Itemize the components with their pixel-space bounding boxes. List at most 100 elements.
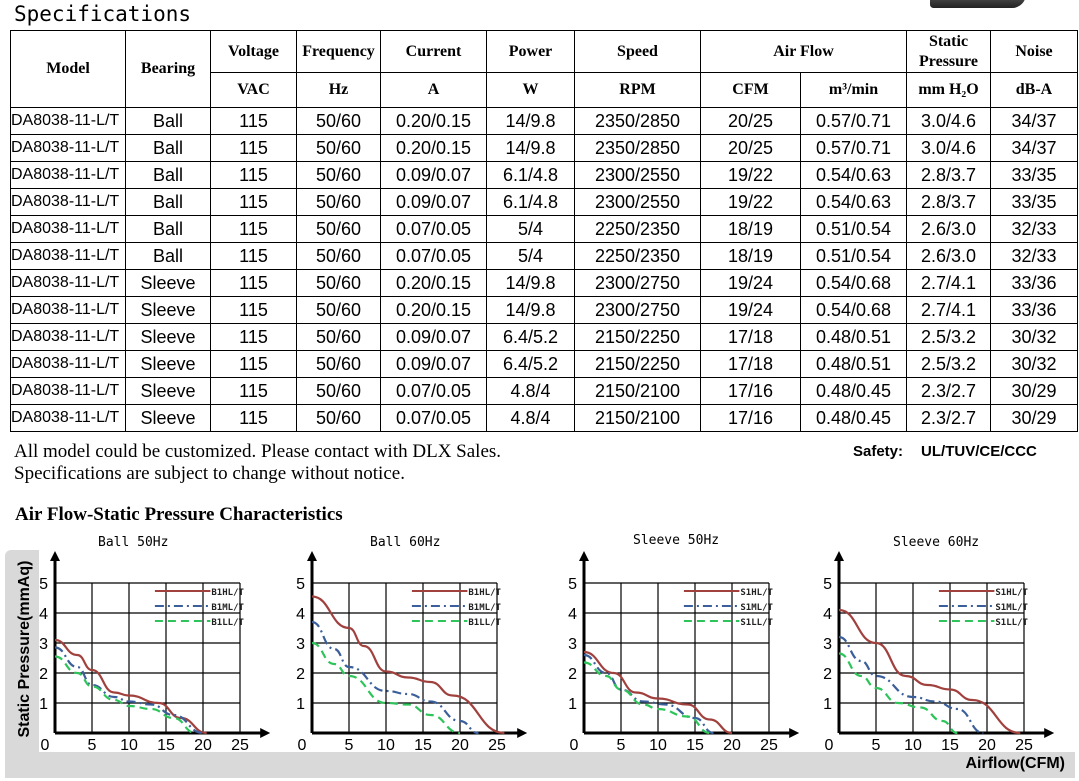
table-cell: Ball xyxy=(125,215,211,243)
y-tick-label: 3 xyxy=(296,636,305,653)
table-cell: 2.7/4.1 xyxy=(906,269,991,297)
legend-label: S1LL/T xyxy=(740,618,773,628)
table-cell: 14/9.8 xyxy=(486,134,575,162)
table-cell: 2250/2350 xyxy=(574,242,701,270)
x-tick-label: 5 xyxy=(617,737,626,754)
chart-title: Ball 50Hz xyxy=(98,535,169,550)
note-customize: All model could be customized. Please co… xyxy=(14,441,502,462)
x-tick-label: 0 xyxy=(570,737,579,754)
table-cell: DA8038-11-L/T xyxy=(10,350,126,378)
table-cell: 33/35 xyxy=(990,188,1078,216)
table-row: DA8038-11-L/T Sleeve 115 50/60 0.07/0.05 4.8/… xyxy=(10,404,1078,432)
series-line-s1ll-t xyxy=(838,652,958,735)
x-tick-label: 0 xyxy=(298,737,307,754)
table-cell: Sleeve xyxy=(125,377,211,405)
x-tick-label: 15 xyxy=(157,737,175,754)
table-cell: 0.54/0.68 xyxy=(800,296,907,324)
x-axis-arrow xyxy=(1044,728,1055,738)
table-cell: 3.0/4.6 xyxy=(906,134,991,162)
x-tick-label: 20 xyxy=(978,737,996,754)
table-cell: 115 xyxy=(210,161,297,189)
table-cell: 115 xyxy=(210,107,297,135)
table-cell: 17/18 xyxy=(700,323,801,351)
series-line-s1hl-t xyxy=(583,650,733,735)
header-power: Power xyxy=(486,30,575,73)
table-cell: 18/19 xyxy=(700,215,801,243)
table-row: DA8038-11-L/T Sleeve 115 50/60 0.07/0.05 4.8/… xyxy=(10,377,1078,405)
safety-value: UL/TUV/CE/CCC xyxy=(921,443,1037,460)
table-cell: 33/36 xyxy=(990,296,1078,324)
series-line-b1ml-t xyxy=(54,646,204,735)
table-cell: DA8038-11-L/T xyxy=(10,269,126,297)
table-cell: 30/29 xyxy=(990,404,1078,432)
xlabel-band xyxy=(5,752,1075,778)
table-cell: 0.07/0.05 xyxy=(380,404,487,432)
legend-label: B1LL/T xyxy=(211,618,244,628)
table-cell: 0.57/0.71 xyxy=(800,107,907,135)
x-axis-arrow xyxy=(789,728,800,738)
table-cell: 14/9.8 xyxy=(486,296,575,324)
table-cell: DA8038-11-L/T xyxy=(10,107,126,135)
y-tick-label: 3 xyxy=(823,636,832,653)
series-line-b1ml-t xyxy=(311,620,479,735)
table-cell: 18/19 xyxy=(700,242,801,270)
x-tick-label: 10 xyxy=(649,737,667,754)
table-row: DA8038-11-L/T Ball 115 50/60 0.07/0.05 5/4 225… xyxy=(10,215,1078,243)
x-tick-label: 10 xyxy=(120,737,138,754)
legend-label: B1ML/T xyxy=(468,603,501,613)
x-tick-label: 5 xyxy=(872,737,881,754)
unit-header: RPM xyxy=(574,72,701,108)
table-cell: Ball xyxy=(125,107,211,135)
unit-header: W xyxy=(486,72,575,108)
table-cell: 2300/2750 xyxy=(574,269,701,297)
y-axis-arrow xyxy=(579,551,589,561)
unit-header: CFM xyxy=(700,72,801,108)
table-row: DA8038-11-L/T Sleeve 115 50/60 0.09/0.07 6.4/… xyxy=(10,323,1078,351)
x-tick-label: 20 xyxy=(451,737,469,754)
table-cell: Sleeve xyxy=(125,269,211,297)
table-cell: DA8038-11-L/T xyxy=(10,296,126,324)
series-line-b1ll-t xyxy=(311,641,461,735)
table-cell: 0.54/0.63 xyxy=(800,161,907,189)
legend-label: B1HL/T xyxy=(211,588,244,598)
x-tick-label: 25 xyxy=(231,737,249,754)
y-tick-label: 3 xyxy=(39,636,48,653)
table-cell: 19/24 xyxy=(700,296,801,324)
table-cell: 50/60 xyxy=(296,296,381,324)
table-cell: 0.48/0.51 xyxy=(800,350,907,378)
series-line-b1ll-t xyxy=(54,655,196,735)
table-cell: 115 xyxy=(210,188,297,216)
table-cell: 0.20/0.15 xyxy=(380,134,487,162)
table-cell: 0.54/0.63 xyxy=(800,188,907,216)
y-axis-arrow xyxy=(307,551,317,561)
table-cell: Sleeve xyxy=(125,323,211,351)
y-tick-label: 2 xyxy=(568,666,577,683)
table-cell: 115 xyxy=(210,269,297,297)
series-line-s1ml-t xyxy=(838,635,984,735)
unit-header: A xyxy=(380,72,487,108)
safety: Safety: UL/TUV/CE/CCC xyxy=(853,443,1037,460)
table-cell: 0.09/0.07 xyxy=(380,323,487,351)
table-cell: 33/36 xyxy=(990,269,1078,297)
legend-label: S1ML/T xyxy=(740,603,773,613)
product-image xyxy=(930,0,1026,8)
table-cell: 0.48/0.45 xyxy=(800,377,907,405)
table-cell: DA8038-11-L/T xyxy=(10,377,126,405)
x-tick-label: 25 xyxy=(488,737,506,754)
unit-header: VAC xyxy=(210,72,297,108)
y-tick-label: 2 xyxy=(296,666,305,683)
legend-label: B1LL/T xyxy=(468,618,501,628)
table-cell: 0.09/0.07 xyxy=(380,188,487,216)
header-current: Current xyxy=(380,30,487,73)
table-cell: 17/16 xyxy=(700,404,801,432)
x-tick-label: 0 xyxy=(41,737,50,754)
table-cell: 2300/2550 xyxy=(574,161,701,189)
table-cell: 30/32 xyxy=(990,323,1078,351)
table-cell: 50/60 xyxy=(296,404,381,432)
table-row: DA8038-11-L/T Sleeve 115 50/60 0.20/0.15 14/9… xyxy=(10,269,1078,297)
table-cell: 50/60 xyxy=(296,188,381,216)
header-voltage: Voltage xyxy=(210,30,297,73)
x-tick-label: 20 xyxy=(194,737,212,754)
legend-label: B1HL/T xyxy=(468,588,501,598)
series-line-b1hl-t xyxy=(311,595,505,735)
